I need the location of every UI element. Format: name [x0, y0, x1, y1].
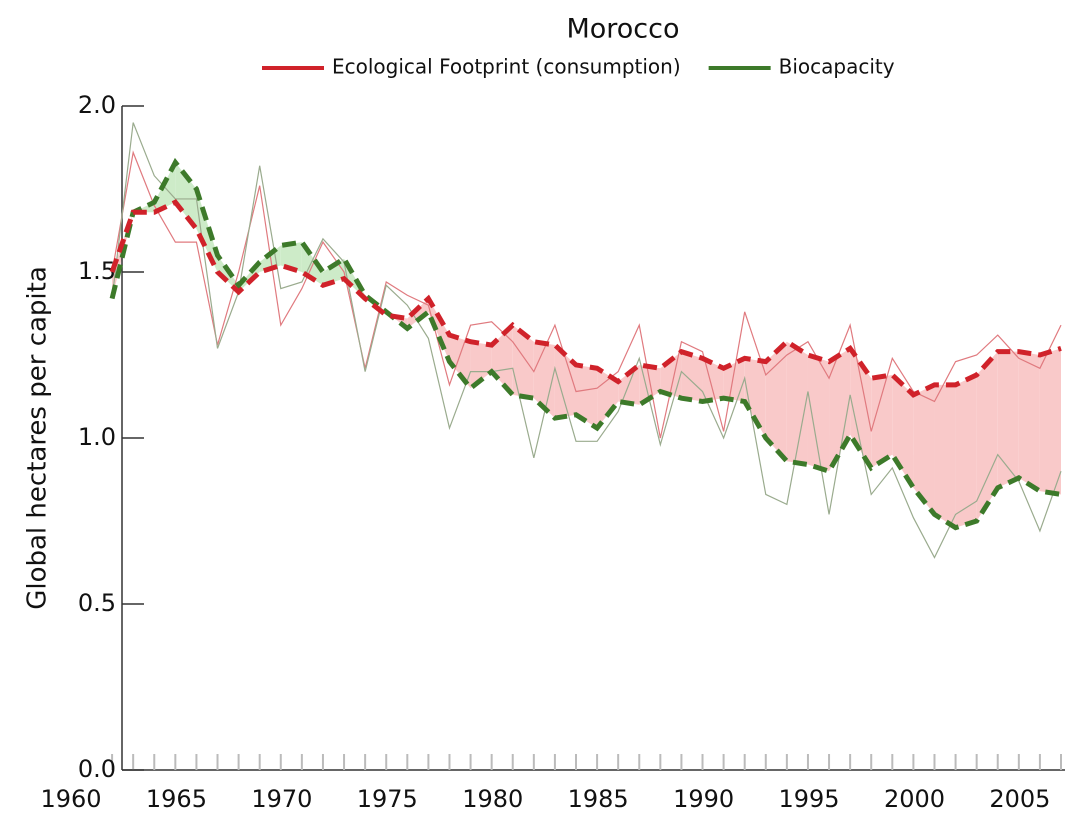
gap-area [850, 348, 872, 468]
gap-area [723, 358, 745, 402]
y-tick-label: 2.0 [78, 91, 116, 119]
x-tick-label: 1975 [357, 785, 418, 813]
gap-area [955, 374, 977, 528]
gap-area [407, 298, 429, 329]
y-axis-label: Global hectares per capita [23, 266, 53, 610]
x-tick-label: 1985 [568, 785, 629, 813]
gap-area [807, 355, 830, 472]
gap-area [681, 351, 703, 402]
gap-area [597, 368, 619, 429]
gap-area [765, 341, 787, 462]
chart-title: Morocco [566, 14, 679, 45]
gap-area [786, 341, 808, 465]
y-tick-label: 1.0 [78, 423, 116, 451]
gap-area [744, 358, 766, 438]
series-line [109, 199, 1062, 398]
gap-area [976, 351, 998, 521]
y-tick-label: 0.0 [78, 755, 116, 783]
gap-area [175, 162, 197, 229]
gap-area [1018, 351, 1040, 492]
gap-area [470, 341, 492, 389]
gap-area [576, 364, 598, 429]
x-tick-label: 1995 [779, 785, 840, 813]
raw-line [111, 122, 1062, 559]
gap-area [997, 351, 1019, 488]
gap-area [702, 358, 724, 402]
gap-area [934, 384, 956, 528]
gap-area [639, 364, 661, 405]
series-line [109, 157, 1062, 531]
gap-area [913, 384, 935, 515]
legend-label: Biocapacity [779, 55, 895, 79]
x-tick-label: 1960 [40, 785, 101, 813]
x-tick-label: 2000 [884, 785, 945, 813]
gap-area [1039, 348, 1061, 495]
gap-area [449, 335, 471, 389]
gap-area [871, 374, 893, 468]
x-tick-label: 1970 [251, 785, 312, 813]
gap-area [491, 325, 513, 395]
legend-label: Ecological Footprint (consumption) [332, 55, 681, 79]
x-tick-label: 2005 [989, 785, 1050, 813]
x-tick-label: 1990 [673, 785, 734, 813]
gap-area [512, 325, 534, 399]
y-tick-label: 1.5 [78, 257, 116, 285]
x-tick-label: 1980 [462, 785, 523, 813]
x-tick-label: 1965 [146, 785, 207, 813]
y-tick-label: 0.5 [78, 589, 116, 617]
